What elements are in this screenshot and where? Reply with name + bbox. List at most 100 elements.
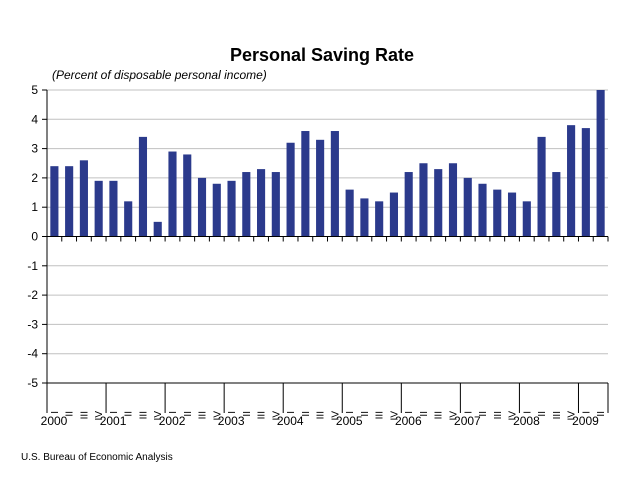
quarter-label: III [138,411,149,419]
y-tick-label: 5 [31,83,38,97]
quarter-label: I [463,411,474,414]
bar [537,136,546,237]
bar [138,136,148,237]
year-label: 2001 [100,414,127,428]
bar [301,131,310,237]
bars [50,90,605,237]
bar [434,169,443,237]
chart-title: Personal Saving Rate [230,45,414,65]
quarter-label: II [596,411,607,417]
bar [79,160,88,237]
bar [183,154,192,237]
y-tick-label: 0 [31,230,38,244]
bar [507,192,517,237]
bar [212,183,221,237]
y-tick-label: 1 [31,200,38,214]
chart-subtitle: (Percent of disposable personal income) [52,68,267,82]
quarter-label: II [301,411,312,417]
bar [389,192,398,237]
y-tick-label: -5 [27,376,38,390]
bar [286,142,295,237]
bar [168,151,177,237]
quarter-label: I [345,411,356,414]
bar [109,180,118,237]
year-label: 2002 [159,414,186,428]
quarter-label: III [552,411,563,419]
quarter-label: IV [567,411,578,421]
bar [522,201,531,237]
quarter-label: IV [271,411,282,421]
year-label: 2003 [218,414,245,428]
quarter-label: IV [212,411,223,421]
bar [360,198,369,237]
quarter-label: I [522,411,533,414]
quarter-label: I [286,411,297,414]
bar [65,166,74,237]
quarter-label: IV [448,411,459,421]
bar [375,201,384,237]
quarter-label: I [581,411,592,414]
quarter-label: I [109,411,120,414]
bar [478,183,487,237]
bar [552,172,561,237]
quarter-label: II [419,411,430,417]
quarter-label: I [50,411,61,414]
quarter-label: III [493,411,504,419]
year-label: 2004 [277,414,304,428]
bar [596,90,605,237]
quarter-label: II [537,411,548,417]
axes [42,89,609,413]
bar [271,172,280,237]
quarter-label: III [198,411,209,419]
bar [94,180,103,237]
bar [581,128,590,237]
quarter-label: I [168,411,179,414]
bar [419,163,428,237]
bar [567,125,576,237]
bar [197,177,207,237]
quarter-label: IV [508,411,519,421]
quarter-label: IV [330,411,341,421]
year-label: 2008 [513,414,540,428]
bar [153,221,162,237]
quarter-label: IV [389,411,400,421]
quarter-label: III [434,411,445,419]
quarter-label: II [124,411,135,417]
bar [50,166,59,237]
year-label: 2005 [336,414,363,428]
quarter-label: II [360,411,371,417]
quarter-label: III [316,411,327,419]
bar [404,172,413,237]
quarter-label: II [65,411,76,417]
y-tick-label: -2 [27,288,38,302]
bar [448,163,458,237]
y-tick-label: 4 [31,112,38,126]
bar [345,189,354,237]
bar [316,139,325,237]
y-tick-label: -1 [27,259,38,273]
year-label: 2000 [41,414,68,428]
year-label: 2006 [395,414,422,428]
bar [330,131,339,237]
bar [463,177,472,237]
quarter-label: III [257,411,268,419]
year-label: 2007 [454,414,481,428]
bar [124,201,133,237]
y-tick-label: 3 [31,142,38,156]
quarter-label: II [478,411,489,417]
quarter-label: III [375,411,386,419]
source-note: U.S. Bureau of Economic Analysis [21,452,173,463]
year-label: 2009 [572,414,599,428]
y-tick-label: 2 [31,171,38,185]
quarter-label: I [404,411,415,414]
bar [257,169,266,237]
bar [493,189,502,237]
quarter-label: II [183,411,194,417]
y-tick-label: -3 [27,317,38,331]
quarter-label: II [242,411,253,417]
quarter-label: IV [153,411,164,421]
bar [242,172,251,237]
